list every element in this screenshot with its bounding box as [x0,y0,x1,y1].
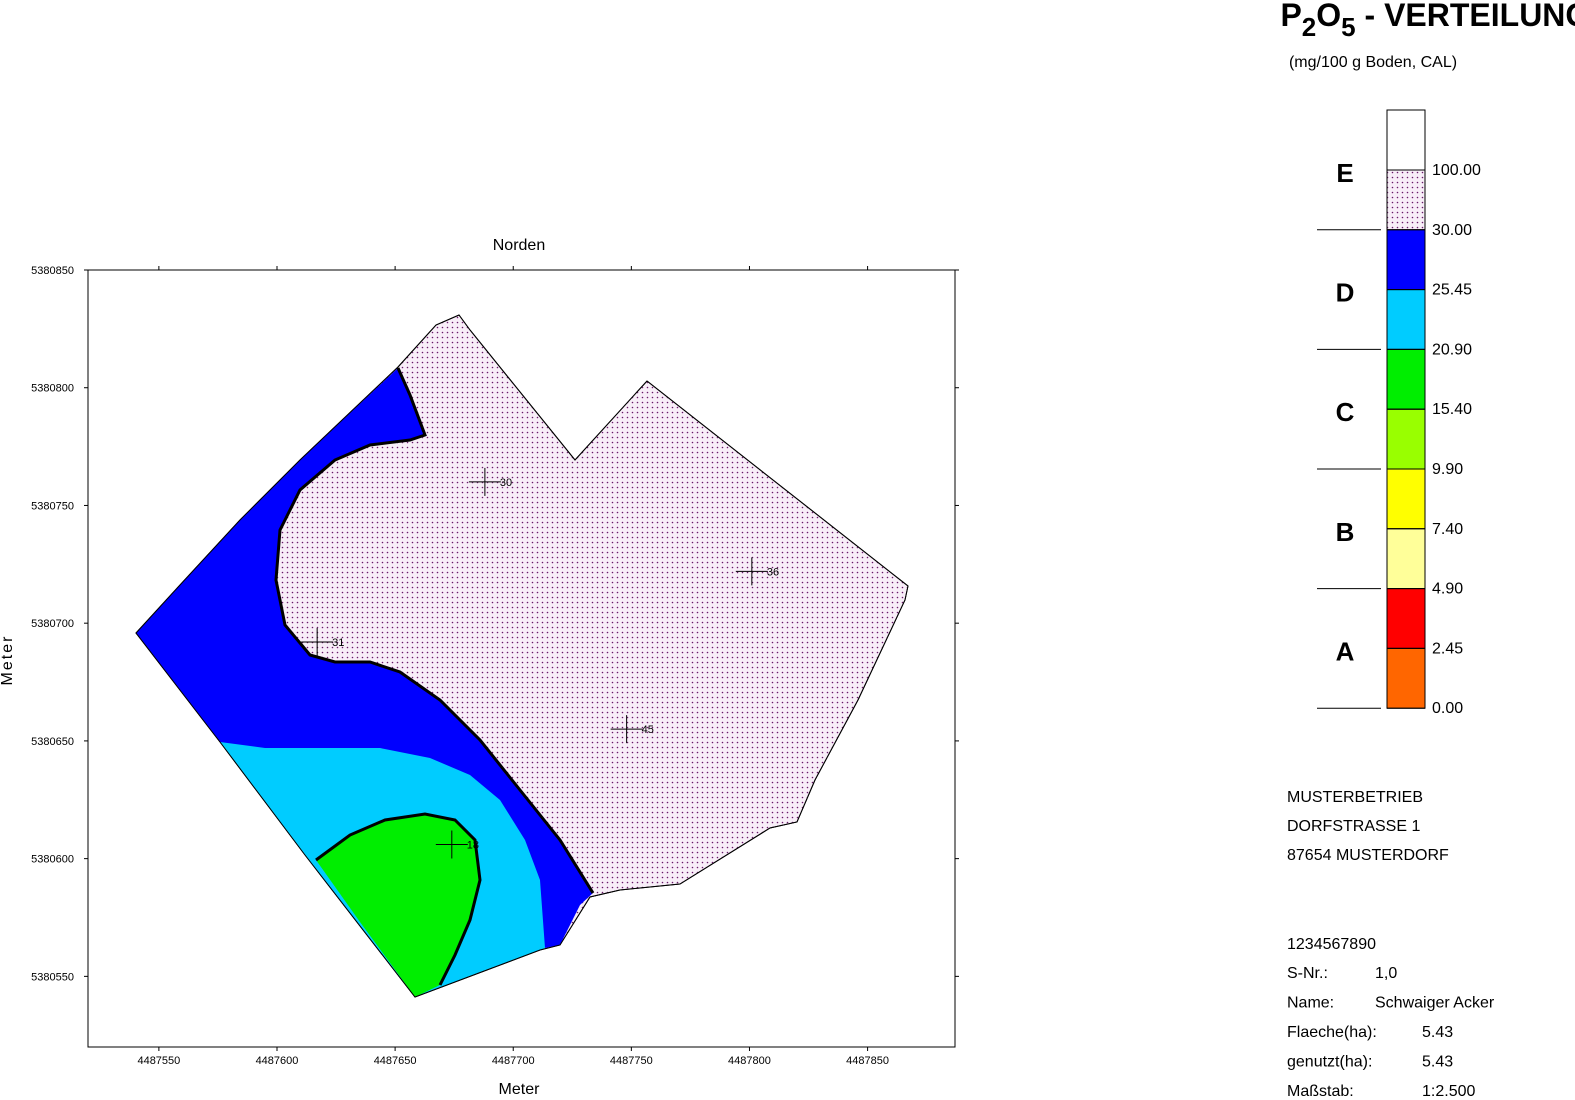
legend-swatch [1386,528,1426,590]
legend-swatch [1386,588,1426,649]
sample-point: 36 [735,557,779,586]
legend-break-label: 9.90 [1432,461,1463,478]
x-tick-label: 4487600 [256,1055,299,1067]
legend-class: B [1336,517,1355,547]
legend-break-label: 0.00 [1432,700,1463,717]
info-value: 1:2.500 [1422,1083,1475,1100]
sample-label: 18 [467,840,479,852]
y-tick-label: 5380850 [31,265,74,277]
x-tick-label: 4487750 [610,1055,653,1067]
legend-break-label: 4.90 [1432,581,1463,598]
legend-break-label: 30.00 [1432,222,1472,239]
field-boundary [135,314,909,998]
x-tick-label: 4487700 [492,1055,535,1067]
title-part: O [1316,0,1341,33]
y-tick-label: 5380650 [31,736,74,748]
x-tick-label: 4487850 [846,1055,889,1067]
y-tick-label: 5380600 [31,854,74,866]
legend-swatch [1386,647,1426,709]
legend-break-label: 7.40 [1432,521,1463,538]
x-axis-label: Meter [499,1081,541,1098]
info-key: S-Nr.: [1287,965,1328,982]
sample-point: 18 [435,830,479,859]
info-key: Maßstab: [1287,1083,1354,1100]
legend-break-label: 15.40 [1432,401,1472,418]
sample-point: 45 [610,715,654,744]
info-value: 5.43 [1422,1024,1453,1041]
legend-break-label: 2.45 [1432,640,1463,657]
x-tick-label: 4487800 [728,1055,771,1067]
address-line: DORFSTRASSE 1 [1287,818,1420,835]
info-key: genutzt(ha): [1287,1054,1372,1071]
address-line: 87654 MUSTERDORF [1287,847,1449,864]
legend-break-label: 100.00 [1432,162,1481,179]
sample-label: 31 [332,637,344,649]
sample-point: 30 [468,467,512,496]
title-part: P [1280,0,1301,33]
legend-swatch [1386,408,1426,470]
y-tick-label: 5380550 [31,971,74,983]
field-id: 1234567890 [1287,936,1376,953]
sample-label: 45 [642,724,654,736]
sample-label: 30 [500,477,512,489]
title-subscript: 2 [1302,12,1316,42]
legend-swatch [1386,169,1426,231]
legend-title: P2O5 - VERTEILUNG [1236,0,1575,42]
y-tick-label: 5380700 [31,618,74,630]
contour-line [274,367,595,894]
y-tick-label: 5380800 [31,383,74,395]
top-label: Norden [493,237,545,254]
sample-label: 36 [767,566,779,578]
sample-point: 31 [301,628,344,657]
y-tick-label: 5380750 [31,500,74,512]
legend-break-label: 20.90 [1432,341,1472,358]
legend-class: C [1336,397,1355,427]
legend-swatch [1386,229,1426,291]
x-tick-label: 4487550 [137,1055,180,1067]
legend-swatch [1386,468,1426,530]
info-block: MUSTERBETRIEB DORFSTRASSE 1 87654 MUSTERDO… [1287,789,1495,1100]
legend-class: D [1336,278,1355,308]
map-zones [135,314,909,998]
x-tick-label: 4487650 [374,1055,417,1067]
address-line: MUSTERBETRIEB [1287,789,1423,806]
info-key: Name: [1287,995,1334,1012]
info-key: Flaeche(ha): [1287,1024,1377,1041]
legend-break-label: 25.45 [1432,282,1472,299]
zone-green [316,814,480,997]
legend-class: A [1336,636,1355,666]
title-part: - VERTEILUNG [1356,0,1575,33]
info-value: 1,0 [1375,965,1397,982]
y-axis-label: Meter [0,635,16,686]
legend-subtitle: (mg/100 g Boden, CAL) [1289,54,1457,71]
info-value: Schwaiger Acker [1375,995,1495,1012]
legend-swatch [1386,348,1426,410]
legend-swatch [1386,289,1426,350]
title-subscript: 5 [1341,12,1355,42]
contour-line [315,812,482,986]
legend-class: E [1336,158,1353,188]
legend-swatch [1386,109,1426,171]
info-value: 5.43 [1422,1054,1453,1071]
